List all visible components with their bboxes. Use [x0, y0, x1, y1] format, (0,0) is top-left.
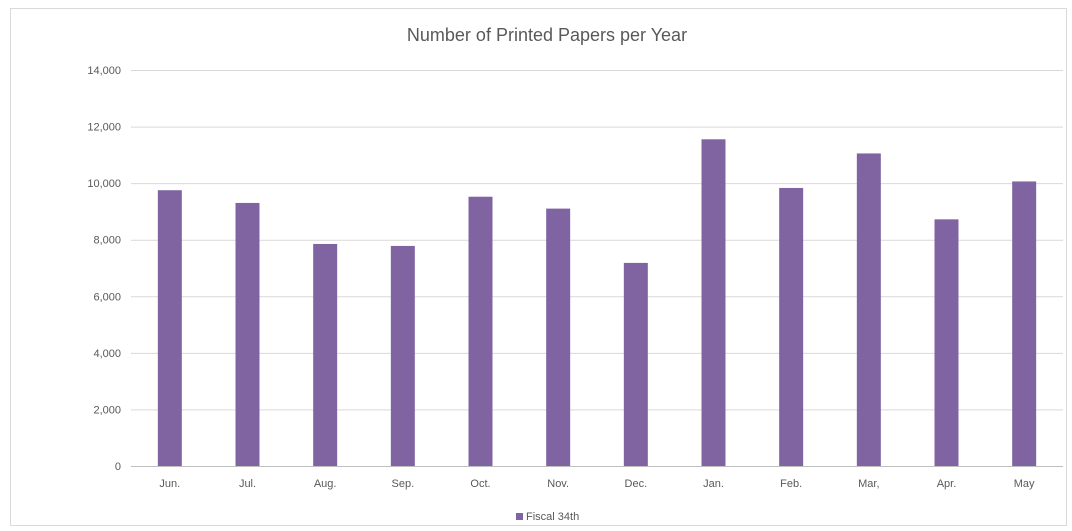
x-tick-label: May [1014, 478, 1035, 490]
bars [157, 139, 1037, 467]
legend-swatch [516, 513, 523, 520]
x-tick-label: Feb. [780, 478, 802, 490]
x-tick-label: Jun. [159, 478, 180, 490]
bar [468, 196, 493, 466]
y-tick-label: 6,000 [93, 291, 121, 303]
bar [701, 139, 726, 467]
y-tick-label: 0 [115, 461, 121, 473]
x-axis-ticks: Jun. Jul. Aug. Sep. Oct. Nov. Dec. Jan. Feb. Mar,… [159, 478, 1035, 490]
legend-label: Fiscal 34th [526, 511, 579, 523]
legend: Fiscal 34th [516, 511, 579, 523]
x-tick-label: Nov. [547, 478, 569, 490]
bar [313, 243, 338, 466]
x-tick-label: Dec. [625, 478, 648, 490]
bar [390, 245, 415, 466]
y-tick-label: 14,000 [87, 65, 121, 77]
gridlines [131, 70, 1063, 467]
x-tick-label: Sep. [392, 478, 415, 490]
bar [623, 262, 648, 466]
x-tick-label: Oct. [470, 478, 490, 490]
bar [779, 187, 804, 467]
bar [157, 190, 182, 466]
y-tick-label: 12,000 [87, 122, 121, 134]
y-tick-label: 8,000 [93, 235, 121, 247]
x-tick-label: Aug. [314, 478, 337, 490]
chart-area: Number of Printed Papers per Year 0 2,000… [10, 8, 1067, 526]
y-tick-label: 10,000 [87, 178, 121, 190]
x-tick-label: Mar, [858, 478, 879, 490]
bar [856, 153, 881, 466]
x-tick-label: Jul. [239, 478, 256, 490]
bar [546, 208, 571, 466]
chart-title: Number of Printed Papers per Year [407, 25, 687, 45]
bar [934, 219, 959, 466]
bar [235, 202, 260, 466]
y-axis-ticks: 0 2,000 4,000 6,000 8,000 10,000 12,000 14,000 [87, 65, 121, 473]
bar-chart: Number of Printed Papers per Year 0 2,000… [87, 25, 1063, 523]
y-tick-label: 2,000 [93, 404, 121, 416]
y-tick-label: 4,000 [93, 348, 121, 360]
x-tick-label: Jan. [703, 478, 724, 490]
bar [1012, 181, 1037, 466]
x-tick-label: Apr. [937, 478, 957, 490]
